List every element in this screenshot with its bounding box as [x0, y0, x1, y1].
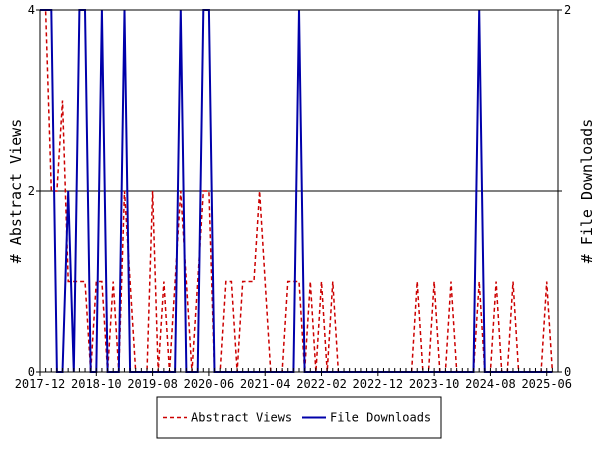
y-left-axis-title: # Abstract Views: [7, 119, 25, 264]
x-tick-label: 2022-12: [353, 377, 404, 391]
x-tick-label: 2017-12: [15, 377, 66, 391]
y-right-axis-title: # File Downloads: [578, 119, 596, 264]
axes-layer: 2017-12 2018-10 2019-08 2020-06 2021-04 2022-…: [7, 3, 596, 391]
abstract-views-line: [40, 9, 554, 373]
x-tick-label: 2024-08: [465, 377, 516, 391]
x-tick-label: 2025-06: [521, 377, 572, 391]
y-left-tick-label: 0: [28, 365, 35, 379]
y-left-tick-label: 2: [28, 184, 35, 198]
legend-label: File Downloads: [330, 411, 431, 425]
x-tick-label: 2022-02: [296, 377, 347, 391]
legend: Abstract Views File Downloads: [156, 396, 442, 439]
legend-box: [156, 396, 442, 439]
y-right-tick-label: 2: [564, 3, 571, 17]
x-tick-label: 2019-08: [127, 377, 178, 391]
x-tick-label: 2021-04: [240, 377, 291, 391]
x-tick-label: 2020-06: [184, 377, 235, 391]
y-right-tick-label: 0: [564, 365, 571, 379]
x-tick-label: 2018-10: [71, 377, 122, 391]
y-left-tick-label: 4: [28, 3, 35, 17]
legend-label: Abstract Views: [191, 411, 292, 425]
x-tick-label: 2023-10: [409, 377, 460, 391]
